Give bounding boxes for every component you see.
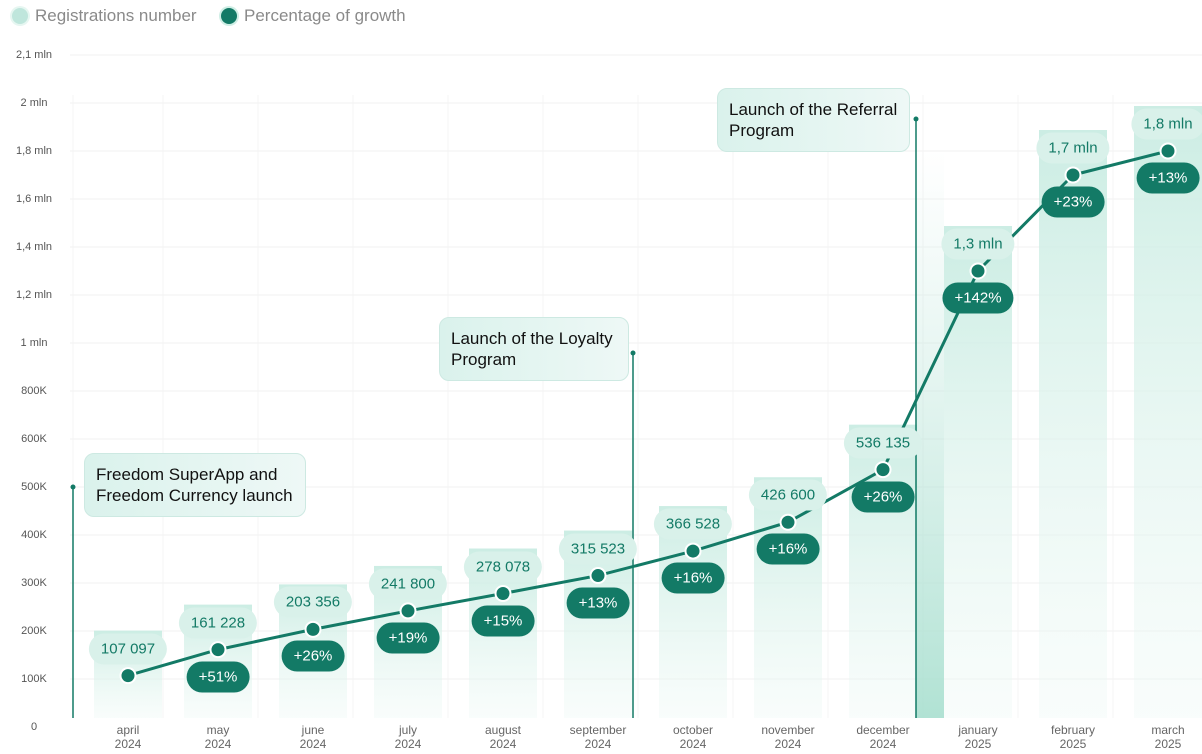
bar	[1134, 106, 1202, 718]
legend-swatch	[221, 8, 237, 24]
x-tick-label: april 2024	[114, 723, 142, 751]
growth-label: +13%	[1136, 162, 1200, 194]
value-label: 1,8 mln	[1131, 108, 1202, 140]
bar	[754, 477, 822, 718]
legend-item: Registrations number	[12, 6, 197, 26]
annotation-dot	[70, 484, 76, 490]
growth-label: +51%	[186, 661, 250, 693]
point	[119, 667, 137, 685]
value-label: 426 600	[748, 479, 828, 511]
annotation: Freedom SuperApp and Freedom Currency la…	[84, 453, 306, 517]
x-tick-label: september 2024	[569, 723, 627, 751]
point	[1159, 142, 1177, 160]
y-tick-label: 800K	[21, 385, 47, 397]
point	[399, 602, 417, 620]
y-tick-label: 2,1 mln	[16, 49, 52, 61]
point	[779, 513, 797, 531]
point	[589, 567, 607, 585]
y-tick-label: 1 mln	[21, 337, 48, 349]
point	[969, 262, 987, 280]
point	[494, 585, 512, 603]
growth-label: +16%	[756, 533, 820, 565]
x-tick-label: october 2024	[672, 723, 714, 751]
y-tick-label: 1,6 mln	[16, 193, 52, 205]
y-tick-label: 0	[31, 721, 37, 733]
growth-label: +26%	[281, 640, 345, 672]
point	[304, 620, 322, 638]
x-tick-label: january 2025	[958, 723, 998, 751]
growth-label: +26%	[851, 481, 915, 513]
y-tick-label: 500K	[21, 481, 47, 493]
value-label: 366 528	[653, 508, 733, 540]
point	[874, 461, 892, 479]
value-label: 278 078	[463, 551, 543, 583]
y-tick-label: 1,2 mln	[16, 289, 52, 301]
x-tick-label: february 2025	[1050, 723, 1096, 751]
y-tick-label: 1,4 mln	[16, 241, 52, 253]
bar	[1039, 130, 1107, 718]
point	[684, 542, 702, 560]
y-tick-label: 300K	[21, 577, 47, 589]
value-label: 161 228	[178, 607, 258, 639]
x-tick-label: november 2024	[761, 723, 815, 751]
legend-swatch	[12, 8, 28, 24]
y-tick-label: 600K	[21, 433, 47, 445]
value-label: 315 523	[558, 533, 638, 565]
annotation: Launch of the Referral Program	[717, 88, 910, 152]
legend-label: Percentage of growth	[244, 6, 406, 25]
y-tick-label: 1,8 mln	[16, 145, 52, 157]
x-tick-label: august 2024	[484, 723, 522, 751]
growth-label: +19%	[376, 622, 440, 654]
y-tick-label: 400K	[21, 529, 47, 541]
value-label: 1,7 mln	[1036, 132, 1110, 164]
legend-label: Registrations number	[35, 6, 197, 25]
value-label: 107 097	[88, 633, 168, 665]
growth-label: +23%	[1041, 186, 1105, 218]
annotation-dot	[913, 116, 919, 122]
y-tick-label: 200K	[21, 625, 47, 637]
value-label: 1,3 mln	[941, 228, 1015, 260]
y-tick-label: 2 mln	[21, 97, 48, 109]
value-label: 241 800	[368, 568, 448, 600]
bar	[659, 506, 727, 718]
x-tick-label: may 2024	[204, 723, 232, 751]
x-tick-label: july 2024	[394, 723, 422, 751]
annotation: Launch of the Loyalty Program	[439, 317, 629, 381]
annotation-glow	[916, 150, 944, 718]
growth-label: +16%	[661, 562, 725, 594]
y-tick-label: 100K	[21, 673, 47, 685]
point	[209, 641, 227, 659]
x-tick-label: june 2024	[299, 723, 327, 751]
growth-label: +142%	[942, 282, 1014, 314]
value-label: 203 356	[273, 586, 353, 618]
value-label: 536 135	[843, 427, 923, 459]
growth-label: +15%	[471, 605, 535, 637]
x-tick-label: december 2024	[856, 723, 910, 751]
point	[1064, 166, 1082, 184]
legend-item: Percentage of growth	[221, 6, 406, 26]
x-tick-label: march 2025	[1151, 723, 1185, 751]
growth-label: +13%	[566, 587, 630, 619]
annotation-dot	[630, 350, 636, 356]
